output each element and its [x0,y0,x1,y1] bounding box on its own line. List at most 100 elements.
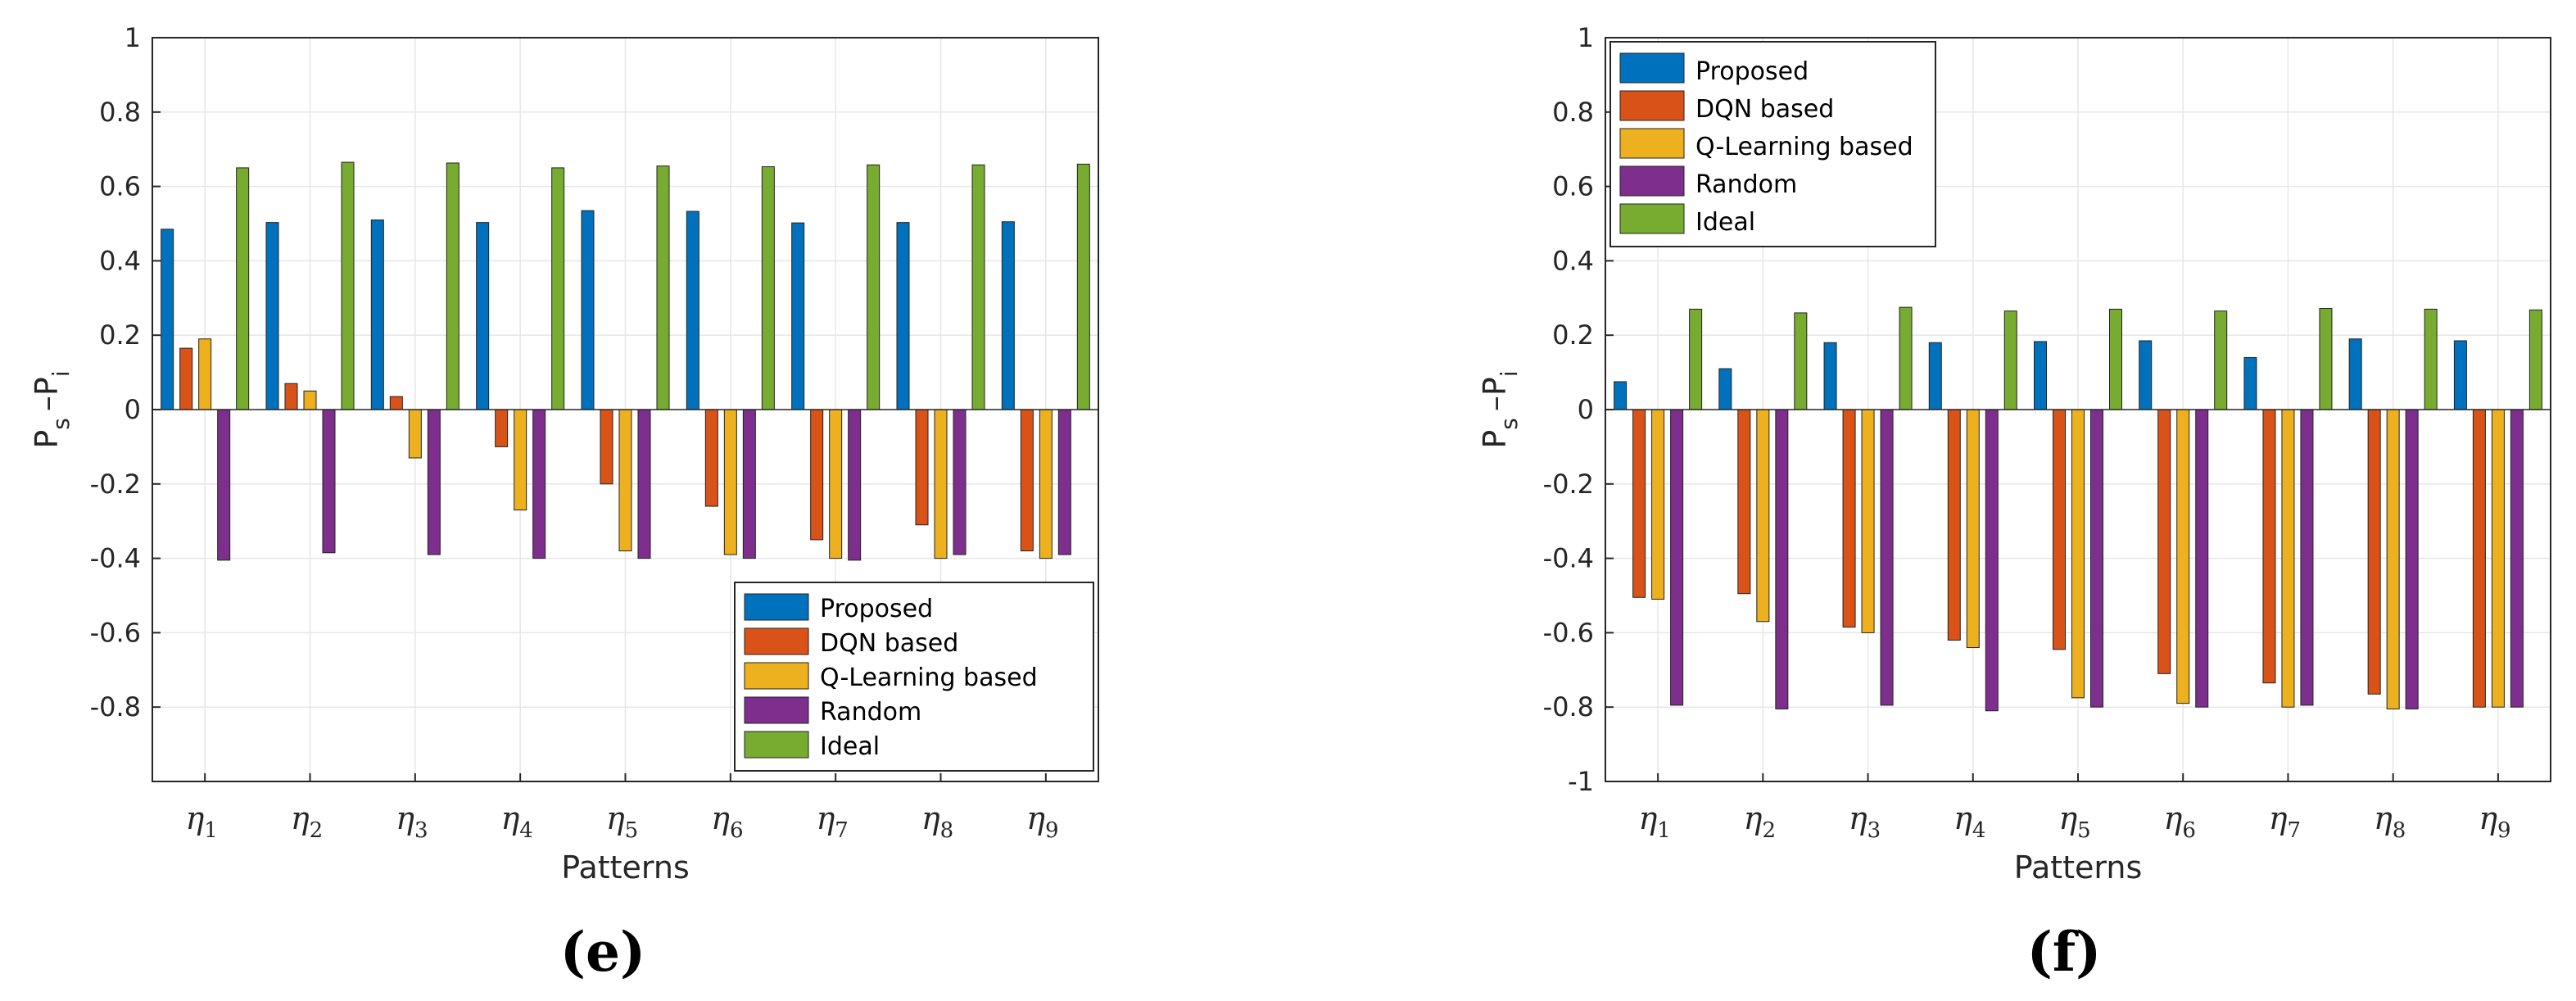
x-tick-symbol: η [501,800,520,836]
legend-swatch [1619,165,1685,197]
y-tick-label: 0 [124,394,141,425]
y-label-part: P [1477,430,1513,449]
x-tick-symbol: η [2269,800,2288,836]
bar-q-learning-based-4 [514,409,527,511]
legend-label: Random [820,698,921,727]
x-tick-symbol: η [711,800,730,836]
bar-proposed-3 [1823,342,1837,410]
y-tick-label: -0.2 [1543,469,1594,500]
legend-swatch [744,696,809,724]
bar-random-8 [953,409,967,555]
bar-proposed-8 [2348,338,2362,410]
bar-proposed-2 [265,222,279,410]
x-tick-subscript: 7 [2288,818,2302,843]
bar-proposed-5 [581,210,595,410]
bar-dqn-based-9 [2472,409,2486,708]
x-tick-symbol: η [2058,800,2077,836]
y-tick-label: 0 [1578,394,1594,425]
x-tick-subscript: 2 [1762,818,1776,843]
x-tick-subscript: 1 [204,818,218,843]
x-tick-label: η3 [396,800,428,843]
x-tick-symbol: η [186,800,205,836]
bar-proposed-5 [2034,341,2047,410]
bar-q-learning-based-1 [198,338,212,410]
bar-ideal-8 [971,164,985,410]
bar-ideal-1 [1689,308,1703,410]
bar-q-learning-based-9 [2491,409,2505,708]
x-tick-subscript: 3 [414,818,428,843]
bar-ideal-4 [551,167,565,410]
x-tick-symbol: η [396,800,414,836]
bar-random-4 [532,409,546,559]
y-tick-label: -1 [1568,766,1594,797]
bar-proposed-4 [476,222,490,410]
x-tick-label: η9 [2479,800,2510,843]
legend-label: Q-Learning based [1695,133,1913,161]
bar-random-3 [427,409,441,555]
x-tick-symbol: η [1026,800,1045,836]
x-tick-symbol: η [1849,800,1867,836]
bar-q-learning-based-8 [934,409,948,559]
bar-proposed-9 [2453,340,2467,410]
x-tick-symbol: η [1954,800,1972,836]
y-label-part: –P [29,377,65,411]
bar-q-learning-based-7 [2281,409,2295,708]
x-tick-subscript: 4 [1972,818,1986,843]
bar-ideal-8 [2424,308,2438,410]
bar-dqn-based-5 [2053,409,2066,650]
x-tick-label: η1 [1638,800,1670,843]
bar-random-8 [2405,409,2419,709]
x-tick-subscript: 8 [2393,818,2406,843]
bar-dqn-based-1 [179,347,193,410]
bar-proposed-6 [2139,340,2153,410]
bar-proposed-9 [1001,221,1015,410]
x-tick-symbol: η [817,800,835,836]
panel-label: (e) [560,920,645,984]
y-label-part: P [29,430,65,449]
bar-random-9 [2510,409,2524,708]
x-tick-symbol: η [921,800,940,836]
x-tick-label: η6 [2164,800,2196,843]
chart-panel-1: 10.80.60.40.20-0.2-0.4-0.6-0.8-1η1 η2 η3 η4… [1477,22,2551,984]
y-tick-label: 0.8 [1552,97,1594,128]
legend-swatch [1619,203,1685,234]
bar-proposed-3 [370,219,384,410]
bar-ideal-7 [2319,308,2333,410]
bar-dqn-based-9 [1020,409,1034,552]
x-tick-label: η4 [1954,800,1985,843]
x-tick-label: η9 [1026,800,1058,843]
x-tick-symbol: η [291,800,310,836]
y-tick-label: 0.4 [99,245,141,276]
y-tick-label: 0.2 [99,319,141,351]
y-tick-label: -0.2 [90,469,141,500]
bar-dqn-based-6 [2157,409,2171,674]
bar-ideal-1 [236,167,250,410]
bar-random-2 [1775,409,1789,709]
y-tick-label: 1 [1578,22,1594,53]
bar-random-5 [637,409,651,559]
y-tick-label: 0.4 [1552,245,1594,276]
bar-dqn-based-8 [915,409,929,526]
bar-q-learning-based-6 [2176,409,2190,704]
x-tick-symbol: η [2479,800,2497,836]
legend-swatch [1619,52,1685,84]
y-tick-label: 1 [124,22,141,53]
legend-swatch [744,662,809,690]
legend-label: DQN based [1695,95,1834,124]
bar-dqn-based-4 [1947,409,1961,641]
bar-dqn-based-7 [2262,409,2276,684]
y-label-sub: s [48,418,75,430]
x-tick-label: η3 [1849,800,1881,843]
bar-random-9 [1057,409,1071,555]
bar-dqn-based-7 [810,409,824,541]
bar-dqn-based-8 [2367,409,2381,695]
legend-swatch [744,731,809,759]
bar-dqn-based-5 [600,409,613,485]
x-axis-label: Patterns [2014,849,2143,886]
bar-q-learning-based-2 [303,390,317,410]
bar-dqn-based-1 [1632,409,1646,598]
x-tick-subscript: 3 [1867,818,1881,843]
bar-ideal-5 [656,165,670,410]
y-axis-label: Ps –Pi [29,370,75,448]
bar-q-learning-based-5 [2071,409,2085,699]
